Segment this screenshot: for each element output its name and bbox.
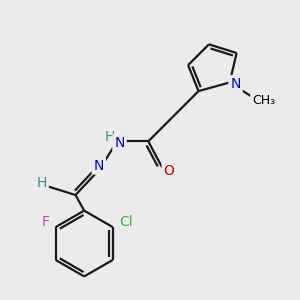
Text: H: H (36, 176, 47, 190)
Text: F: F (42, 215, 50, 229)
Text: N: N (230, 77, 241, 91)
Text: CH₃: CH₃ (252, 94, 275, 107)
Text: N: N (114, 136, 125, 150)
Text: H: H (104, 130, 115, 144)
Text: N: N (94, 159, 104, 172)
Text: O: O (164, 164, 175, 178)
Text: Cl: Cl (119, 215, 133, 229)
